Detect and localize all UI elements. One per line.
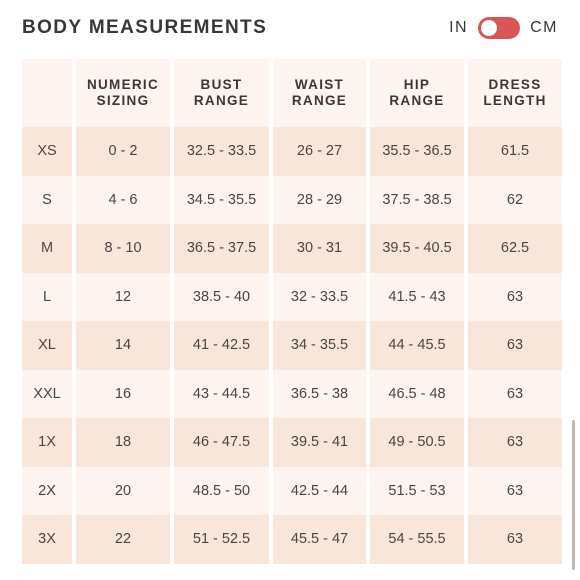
table-cell: 0 - 2 [76, 127, 170, 176]
table-cell: 26 - 27 [273, 127, 366, 176]
table-cell: 16 [76, 369, 170, 418]
table-cell: 62.5 [468, 224, 562, 273]
unit-toggle[interactable]: IN CM [449, 15, 558, 41]
table-cell: 62 [468, 175, 562, 224]
table-cell: 32.5 - 33.5 [174, 127, 269, 176]
table-cell: 63 [468, 418, 562, 467]
size-table: NUMERIC SIZING BUST RANGE WAIST RANGE HIP R… [22, 59, 562, 564]
table-cell: 38.5 - 40 [174, 272, 269, 321]
table-cell: 63 [468, 321, 562, 370]
table-cell: 37.5 - 38.5 [370, 175, 464, 224]
table-cell: 8 - 10 [76, 224, 170, 273]
table-cell: 45.5 - 47 [273, 515, 366, 564]
size-label-cell: 2X [22, 466, 72, 515]
table-cell: 61.5 [468, 127, 562, 176]
scrollbar[interactable] [572, 420, 575, 570]
size-label-cell: M [22, 224, 72, 273]
table-cell: 14 [76, 321, 170, 370]
table-cell: 51 - 52.5 [174, 515, 269, 564]
unit-label-cm[interactable]: CM [530, 19, 558, 36]
table-cell: 34.5 - 35.5 [174, 175, 269, 224]
table-cell: 20 [76, 466, 170, 515]
table-cell: 42.5 - 44 [273, 466, 366, 515]
column-header: WAIST RANGE [273, 59, 366, 127]
table-cell: 32 - 33.5 [273, 272, 366, 321]
unit-switch[interactable] [478, 17, 521, 39]
size-label-cell: 3X [22, 515, 72, 564]
table-cell: 63 [468, 466, 562, 515]
unit-label-in[interactable]: IN [449, 19, 469, 36]
table-cell: 51.5 - 53 [370, 466, 464, 515]
column-header: NUMERIC SIZING [76, 59, 170, 127]
table-cell: 46 - 47.5 [174, 418, 269, 467]
size-label-cell: XS [22, 127, 72, 176]
column-header: BUST RANGE [174, 59, 269, 127]
table-cell: 63 [468, 369, 562, 418]
table-cell: 54 - 55.5 [370, 515, 464, 564]
page-title: BODY MEASUREMENTS [22, 17, 268, 38]
column-header: DRESS LENGTH [468, 59, 562, 127]
table-cell: 30 - 31 [273, 224, 366, 273]
table-cell: 43 - 44.5 [174, 369, 269, 418]
table-cell: 39.5 - 41 [273, 418, 366, 467]
table-cell: 22 [76, 515, 170, 564]
table-cell: 63 [468, 272, 562, 321]
column-header: HIP RANGE [370, 59, 464, 127]
table-cell: 18 [76, 418, 170, 467]
table-cell: 39.5 - 40.5 [370, 224, 464, 273]
table-cell: 36.5 - 38 [273, 369, 366, 418]
table-cell: 35.5 - 36.5 [370, 127, 464, 176]
table-cell: 36.5 - 37.5 [174, 224, 269, 273]
table-cell: 44 - 45.5 [370, 321, 464, 370]
table-cell: 41.5 - 43 [370, 272, 464, 321]
size-label-cell: L [22, 272, 72, 321]
size-label-cell: XL [22, 321, 72, 370]
size-label-cell: 1X [22, 418, 72, 467]
table-cell: 41 - 42.5 [174, 321, 269, 370]
table-cell: 48.5 - 50 [174, 466, 269, 515]
table-cell: 4 - 6 [76, 175, 170, 224]
table-cell: 63 [468, 515, 562, 564]
size-label-cell: S [22, 175, 72, 224]
table-cell: 46.5 - 48 [370, 369, 464, 418]
switch-knob[interactable] [481, 20, 498, 36]
table-cell: 49 - 50.5 [370, 418, 464, 467]
table-cell: 12 [76, 272, 170, 321]
table-cell: 34 - 35.5 [273, 321, 366, 370]
header: BODY MEASUREMENTS IN CM [22, 14, 558, 42]
table-cell: 28 - 29 [273, 175, 366, 224]
header-cell-size [22, 59, 72, 127]
size-label-cell: XXL [22, 369, 72, 418]
